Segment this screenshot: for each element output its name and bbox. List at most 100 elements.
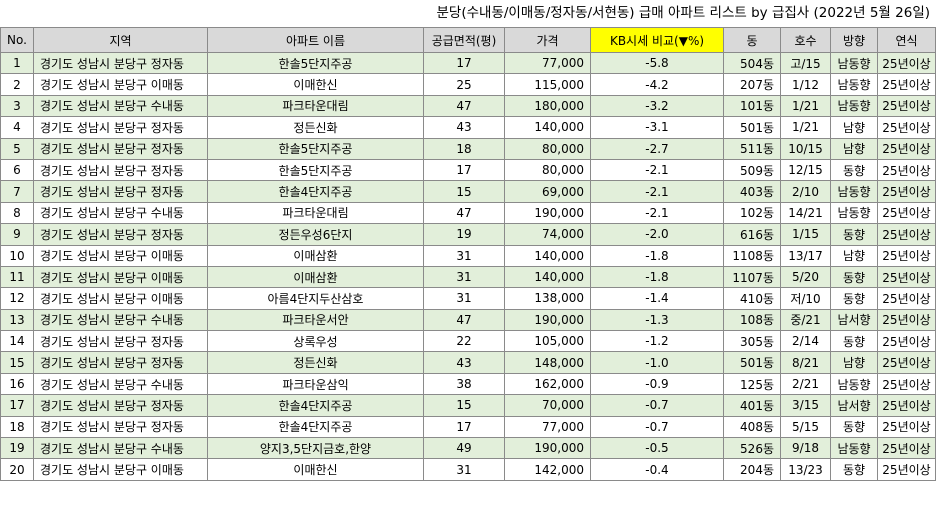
cell-price[interactable]: 138,000 [504, 287, 591, 310]
cell-building[interactable]: 102동 [723, 201, 781, 225]
cell-unit[interactable]: 1/21 [780, 94, 831, 118]
cell-unit[interactable]: 5/20 [780, 265, 831, 289]
cell-no[interactable]: 19 [0, 437, 34, 460]
cell-apartment-name[interactable]: 한솔5단지주공 [207, 158, 424, 182]
cell-area[interactable]: 15 [423, 180, 505, 203]
cell-region[interactable]: 경기도 성남시 분당구 수내동 [33, 437, 208, 460]
cell-no[interactable]: 7 [0, 180, 34, 203]
cell-unit[interactable]: 1/15 [780, 223, 831, 246]
cell-price[interactable]: 74,000 [504, 223, 591, 246]
cell-building[interactable]: 125동 [723, 372, 781, 396]
cell-no[interactable]: 10 [0, 244, 34, 267]
cell-area[interactable]: 43 [423, 116, 505, 139]
cell-unit[interactable]: 9/18 [780, 437, 831, 460]
header-apartment-name[interactable]: 아파트 이름 [207, 27, 424, 53]
cell-unit[interactable]: 13/17 [780, 244, 831, 267]
cell-kb-compare[interactable]: -1.3 [590, 308, 724, 332]
cell-kb-compare[interactable]: -4.2 [590, 73, 724, 96]
cell-price[interactable]: 190,000 [504, 437, 591, 460]
cell-apartment-name[interactable]: 한솔4단지주공 [207, 394, 424, 417]
cell-no[interactable]: 17 [0, 394, 34, 417]
cell-unit[interactable]: 저/10 [780, 287, 831, 310]
cell-price[interactable]: 80,000 [504, 137, 591, 160]
cell-direction[interactable]: 동향 [830, 287, 878, 310]
cell-age[interactable]: 25년이상 [877, 116, 936, 139]
cell-apartment-name[interactable]: 이매한신 [207, 458, 424, 481]
cell-area[interactable]: 18 [423, 137, 505, 160]
cell-apartment-name[interactable]: 정든우성6단지 [207, 223, 424, 246]
cell-apartment-name[interactable]: 양지3,5단지금호,한양 [207, 437, 424, 460]
cell-age[interactable]: 25년이상 [877, 330, 936, 353]
cell-age[interactable]: 25년이상 [877, 265, 936, 289]
cell-building[interactable]: 403동 [723, 180, 781, 203]
cell-unit[interactable]: 3/15 [780, 394, 831, 417]
cell-kb-compare[interactable]: -3.2 [590, 94, 724, 118]
cell-apartment-name[interactable]: 정든신화 [207, 351, 424, 374]
cell-unit[interactable]: 1/12 [780, 73, 831, 96]
cell-region[interactable]: 경기도 성남시 분당구 정자동 [33, 137, 208, 160]
cell-area[interactable]: 31 [423, 458, 505, 481]
cell-apartment-name[interactable]: 한솔4단지주공 [207, 415, 424, 439]
cell-region[interactable]: 경기도 성남시 분당구 수내동 [33, 94, 208, 118]
cell-building[interactable]: 526동 [723, 437, 781, 460]
cell-no[interactable]: 11 [0, 265, 34, 289]
cell-kb-compare[interactable]: -2.7 [590, 137, 724, 160]
cell-apartment-name[interactable]: 한솔5단지주공 [207, 137, 424, 160]
cell-direction[interactable]: 남동향 [830, 372, 878, 396]
cell-no[interactable]: 3 [0, 94, 34, 118]
cell-region[interactable]: 경기도 성남시 분당구 이매동 [33, 265, 208, 289]
cell-region[interactable]: 경기도 성남시 분당구 정자동 [33, 116, 208, 139]
cell-kb-compare[interactable]: -1.0 [590, 351, 724, 374]
cell-direction[interactable]: 남서향 [830, 394, 878, 417]
cell-kb-compare[interactable]: -0.7 [590, 415, 724, 439]
cell-age[interactable]: 25년이상 [877, 308, 936, 332]
cell-region[interactable]: 경기도 성남시 분당구 정자동 [33, 158, 208, 182]
cell-region[interactable]: 경기도 성남시 분당구 정자동 [33, 415, 208, 439]
header-region[interactable]: 지역 [33, 27, 208, 53]
cell-direction[interactable]: 동향 [830, 415, 878, 439]
cell-price[interactable]: 105,000 [504, 330, 591, 353]
cell-unit[interactable]: 2/21 [780, 372, 831, 396]
cell-apartment-name[interactable]: 이매삼환 [207, 244, 424, 267]
cell-direction[interactable]: 남동향 [830, 51, 878, 75]
cell-direction[interactable]: 동향 [830, 265, 878, 289]
cell-kb-compare[interactable]: -0.5 [590, 437, 724, 460]
cell-price[interactable]: 140,000 [504, 116, 591, 139]
cell-direction[interactable]: 남동향 [830, 437, 878, 460]
header-unit[interactable]: 호수 [780, 27, 831, 53]
cell-no[interactable]: 18 [0, 415, 34, 439]
cell-region[interactable]: 경기도 성남시 분당구 이매동 [33, 458, 208, 481]
cell-area[interactable]: 31 [423, 244, 505, 267]
cell-area[interactable]: 43 [423, 351, 505, 374]
cell-price[interactable]: 148,000 [504, 351, 591, 374]
cell-region[interactable]: 경기도 성남시 분당구 정자동 [33, 51, 208, 75]
cell-no[interactable]: 12 [0, 287, 34, 310]
cell-price[interactable]: 140,000 [504, 244, 591, 267]
cell-building[interactable]: 509동 [723, 158, 781, 182]
cell-no[interactable]: 2 [0, 73, 34, 96]
cell-price[interactable]: 77,000 [504, 415, 591, 439]
cell-region[interactable]: 경기도 성남시 분당구 이매동 [33, 73, 208, 96]
cell-direction[interactable]: 남향 [830, 137, 878, 160]
cell-unit[interactable]: 12/15 [780, 158, 831, 182]
cell-no[interactable]: 6 [0, 158, 34, 182]
cell-unit[interactable]: 10/15 [780, 137, 831, 160]
cell-kb-compare[interactable]: -1.4 [590, 287, 724, 310]
cell-age[interactable]: 25년이상 [877, 458, 936, 481]
cell-building[interactable]: 108동 [723, 308, 781, 332]
cell-apartment-name[interactable]: 아름4단지두산삼호 [207, 287, 424, 310]
cell-kb-compare[interactable]: -1.2 [590, 330, 724, 353]
cell-building[interactable]: 616동 [723, 223, 781, 246]
cell-direction[interactable]: 동향 [830, 223, 878, 246]
cell-no[interactable]: 16 [0, 372, 34, 396]
header-kb-compare[interactable]: KB시세 비교(▼%) [590, 27, 724, 53]
cell-unit[interactable]: 2/10 [780, 180, 831, 203]
cell-unit[interactable]: 5/15 [780, 415, 831, 439]
cell-area[interactable]: 31 [423, 265, 505, 289]
cell-apartment-name[interactable]: 이매한신 [207, 73, 424, 96]
cell-region[interactable]: 경기도 성남시 분당구 수내동 [33, 201, 208, 225]
cell-unit[interactable]: 14/21 [780, 201, 831, 225]
cell-price[interactable]: 180,000 [504, 94, 591, 118]
cell-direction[interactable]: 동향 [830, 458, 878, 481]
cell-price[interactable]: 69,000 [504, 180, 591, 203]
